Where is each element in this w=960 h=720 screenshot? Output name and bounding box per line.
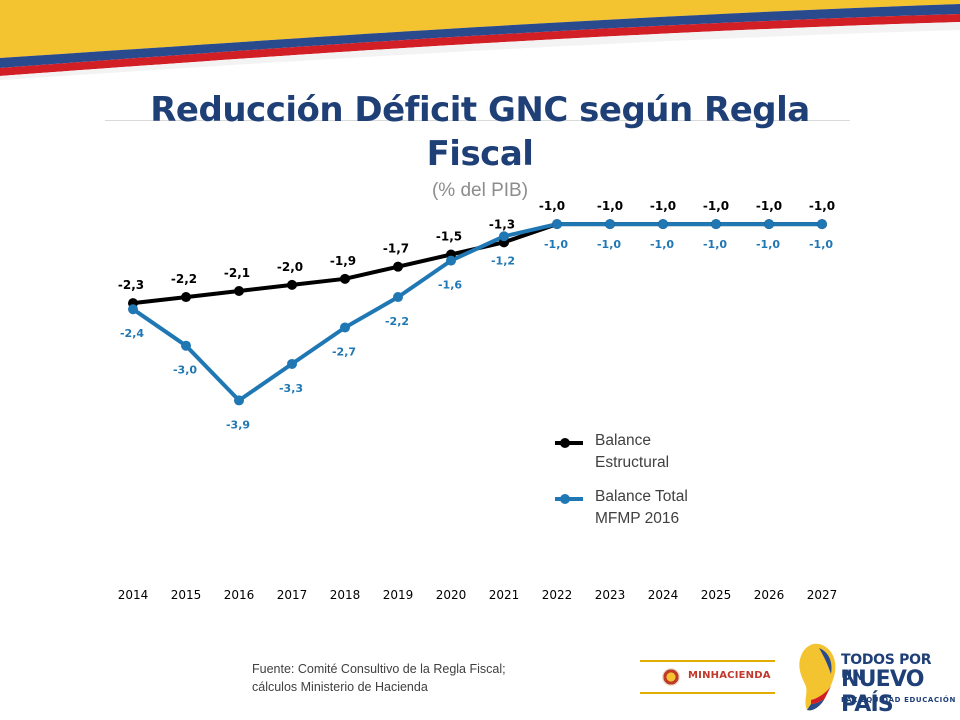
x-tick-label-2021: 2021 [489, 588, 520, 602]
data-label-structural-2021: -1,3 [489, 217, 515, 231]
legend-label-structural-line2: Estructural [595, 454, 670, 471]
x-tick-label-2024: 2024 [648, 588, 679, 602]
data-label-total-2016: -3,9 [226, 418, 250, 431]
data-point-total-2018 [340, 322, 350, 333]
data-point-structural-2015 [181, 292, 191, 303]
data-point-structural-2017 [287, 279, 297, 290]
x-tick-label-2014: 2014 [118, 588, 149, 602]
data-label-structural-2027: -1,0 [809, 199, 835, 213]
data-label-total-2024: -1,0 [650, 238, 674, 251]
chart-subtitle: (% del PIB) [431, 180, 529, 201]
data-point-total-2023 [605, 219, 615, 230]
data-label-structural-2024: -1,0 [650, 199, 676, 213]
data-point-structural-2018 [340, 273, 350, 284]
data-label-total-2020: -1,6 [438, 279, 462, 292]
campaign-logo-line2: NUEVO PAÍS [841, 667, 924, 717]
source-note-line1: Fuente: Comité Consultivo de la Regla Fi… [252, 662, 506, 676]
data-point-total-2014 [128, 304, 138, 315]
legend-item-structural: Balance Estructural [555, 430, 755, 484]
data-point-total-2015 [181, 340, 191, 351]
data-label-structural-2023: -1,0 [597, 199, 623, 213]
data-label-structural-2014: -2,3 [118, 278, 144, 292]
legend-label-total: Balance Total MFMP 2016 [595, 486, 725, 530]
legend-item-total: Balance Total MFMP 2016 [555, 486, 755, 540]
legend-swatch-total [555, 494, 583, 504]
data-label-total-2025: -1,0 [703, 238, 727, 251]
legend-label-structural: Balance Estructural [595, 430, 725, 474]
data-label-structural-2018: -1,9 [330, 254, 356, 268]
data-label-structural-2019: -1,7 [383, 242, 409, 256]
data-label-total-2018: -2,7 [332, 345, 356, 358]
source-note: Fuente: Comité Consultivo de la Regla Fi… [252, 660, 582, 696]
source-note-line2: cálculos Ministerio de Hacienda [252, 680, 428, 694]
campaign-logo-line3: PAZ EQUIDAD EDUCACIÓN [841, 696, 956, 704]
data-label-total-2015: -3,0 [173, 364, 197, 377]
colombia-map-icon [799, 643, 836, 711]
x-tick-label-2026: 2026 [754, 588, 785, 602]
data-point-total-2017 [287, 358, 297, 369]
x-tick-label-2025: 2025 [701, 588, 732, 602]
data-point-total-2016 [234, 395, 244, 406]
page-title: Reducción Déficit GNC según Regla Fiscal [150, 90, 810, 174]
data-label-total-2019: -2,2 [385, 315, 409, 328]
data-point-total-2019 [393, 292, 403, 303]
x-tick-label-2016: 2016 [224, 588, 255, 602]
data-point-structural-2016 [234, 285, 244, 296]
data-label-structural-2025: -1,0 [703, 199, 729, 213]
x-tick-label-2027: 2027 [807, 588, 838, 602]
x-tick-label-2020: 2020 [436, 588, 467, 602]
x-tick-label-2023: 2023 [595, 588, 626, 602]
legend-swatch-structural [555, 438, 583, 448]
title-divider [105, 120, 850, 121]
legend-label-total-line2: MFMP 2016 [595, 510, 680, 527]
minhacienda-logo: MINHACIENDA [640, 660, 775, 694]
data-label-structural-2022: -1,0 [539, 199, 565, 213]
data-label-total-2027: -1,0 [809, 238, 833, 251]
data-label-structural-2020: -1,5 [436, 230, 462, 244]
data-point-total-2026 [764, 219, 774, 230]
data-point-total-2020 [446, 255, 456, 266]
data-label-total-2014: -2,4 [120, 327, 144, 340]
legend-label-total-line1: Balance Total [595, 488, 688, 505]
campaign-logo-line1: TODOS POR UN [841, 652, 932, 684]
data-label-structural-2026: -1,0 [756, 199, 782, 213]
coat-of-arms-icon [662, 668, 680, 686]
data-point-total-2027 [817, 219, 827, 230]
data-label-structural-2015: -2,2 [171, 272, 197, 286]
data-label-structural-2017: -2,0 [277, 260, 303, 274]
data-label-total-2021: -1,2 [491, 254, 515, 267]
legend: Balance Estructural Balance Total MFMP 2… [555, 430, 755, 540]
data-label-total-2026: -1,0 [756, 238, 780, 251]
data-label-total-2017: -3,3 [279, 382, 303, 395]
x-tick-label-2018: 2018 [330, 588, 361, 602]
x-tick-label-2017: 2017 [277, 588, 308, 602]
minhacienda-logo-text: MINHACIENDA [688, 670, 771, 681]
flag-stripes-decoration [0, 0, 960, 80]
series-line-total [131, 222, 824, 403]
data-label-total-2022: -1,0 [544, 238, 568, 251]
data-label-total-2023: -1,0 [597, 238, 621, 251]
data-point-total-2021 [499, 231, 509, 242]
data-point-structural-2019 [393, 261, 403, 272]
data-point-total-2025 [711, 219, 721, 230]
data-point-total-2022 [552, 219, 562, 230]
x-tick-label-2022: 2022 [542, 588, 573, 602]
data-point-total-2024 [658, 219, 668, 230]
x-tick-label-2015: 2015 [171, 588, 202, 602]
legend-label-structural-line1: Balance [595, 432, 652, 449]
x-tick-label-2019: 2019 [383, 588, 414, 602]
todos-por-un-nuevo-pais-logo: TODOS POR UN NUEVO PAÍS PAZ EQUIDAD EDUC… [793, 640, 958, 717]
data-label-structural-2016: -2,1 [224, 266, 250, 280]
